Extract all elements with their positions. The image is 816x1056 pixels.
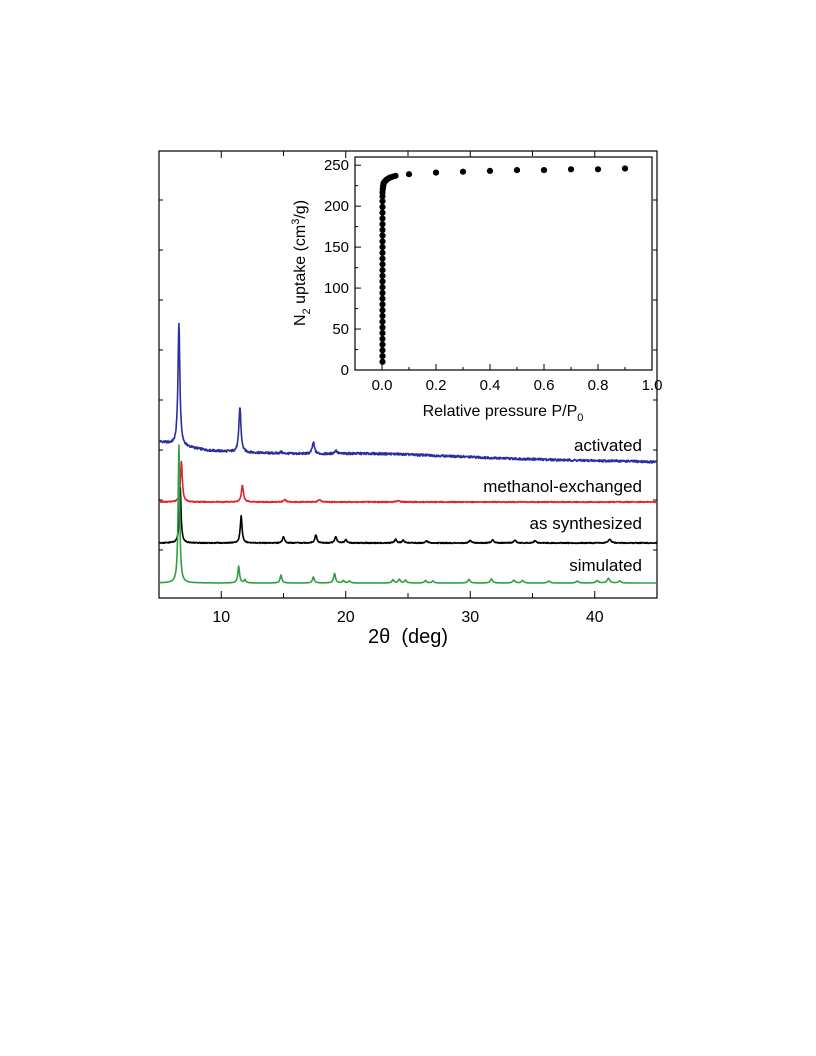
isotherm-point — [392, 172, 399, 179]
series-label-as-synthesized: as synthesized — [530, 514, 642, 533]
isotherm-point — [379, 267, 386, 274]
isotherm-point — [379, 324, 386, 331]
isotherm-point — [567, 166, 575, 173]
isotherm-point — [379, 289, 386, 297]
isotherm-point — [486, 167, 494, 174]
isotherm-point — [379, 278, 386, 285]
isotherm-point — [432, 169, 440, 176]
isotherm-axes: 0.0 0.2 0.4 0.6 0.8 1.0 0 50 100 150 200 250 — [324, 157, 662, 394]
xrd-axes: 10 20 30 40 — [158, 151, 658, 626]
isotherm-point — [405, 171, 413, 178]
inset-y-axis-label: N2 uptake (cm3/g) — [290, 200, 313, 326]
isotherm-point — [379, 330, 386, 337]
isotherm-point — [513, 167, 521, 174]
isotherm-point — [379, 255, 386, 262]
isotherm-point — [379, 261, 386, 268]
inset-x-tick-label: 0.4 — [480, 377, 501, 394]
isotherm-point — [379, 198, 386, 205]
isotherm-point — [379, 238, 386, 245]
inset-y-tick-label: 200 — [324, 198, 349, 215]
isotherm-point — [459, 168, 467, 175]
isotherm-point — [379, 215, 386, 222]
isotherm-point — [379, 272, 386, 279]
isotherm-point — [540, 167, 548, 174]
x-tick-label: 10 — [212, 609, 230, 626]
inset-x-tick-label: 0.8 — [588, 377, 609, 394]
inset-x-tick-label: 0.2 — [426, 377, 447, 394]
inset-plot-frame — [354, 156, 653, 371]
isotherm-point — [379, 335, 386, 342]
isotherm-point — [379, 209, 386, 216]
inset-y-tick-label: 0 — [341, 362, 349, 379]
xrd-traces — [158, 322, 658, 584]
isotherm-point — [379, 312, 386, 319]
x-tick-label: 40 — [586, 609, 604, 626]
main-x-axis-label: 2θ (deg) — [368, 626, 448, 648]
isotherm-point — [379, 295, 386, 302]
xrd-trace-simulated — [158, 444, 658, 584]
x-tick-label: 20 — [337, 609, 355, 626]
inset-y-axis-label-superscript: 3 — [290, 219, 302, 225]
isotherm-point — [379, 244, 386, 251]
x-tick-label: 30 — [461, 609, 479, 626]
inset-x-tick-label: 0.0 — [372, 377, 393, 394]
isotherm-point — [379, 203, 386, 211]
series-label-activated: activated — [574, 436, 642, 455]
isotherm-point — [379, 307, 386, 314]
inset-x-axis-label: Relative pressure P/P0 — [423, 403, 584, 424]
isotherm-point — [379, 318, 386, 325]
inset-x-tick-label: 0.6 — [534, 377, 555, 394]
series-label-methanol-exchanged: methanol-exchanged — [483, 477, 642, 496]
isotherm-point — [379, 341, 386, 348]
inset-y-tick-label: 150 — [324, 239, 349, 256]
inset-y-tick-label: 100 — [324, 280, 349, 297]
isotherm-point — [379, 232, 386, 239]
inset-y-tick-label: 250 — [324, 157, 349, 174]
inset-y-tick-label: 50 — [332, 321, 349, 338]
inset-y-axis-label-subscript: 2 — [301, 308, 313, 314]
isotherm-point — [379, 226, 386, 233]
xrd-trace-as-synthesized — [158, 486, 658, 545]
xrd-trace-activated — [158, 322, 658, 464]
isotherm-points — [379, 165, 629, 365]
isotherm-point — [379, 358, 386, 365]
inset-plot-background — [355, 157, 652, 370]
isotherm-point — [621, 165, 629, 172]
isotherm-point — [379, 284, 386, 291]
isotherm-point — [379, 301, 386, 308]
isotherm-point — [379, 353, 386, 360]
inset-x-tick-label: 1.0 — [642, 377, 663, 394]
inset-x-axis-label-subscript: 0 — [577, 412, 583, 424]
isotherm-point — [379, 249, 386, 256]
xrd-trace-methanol-exchanged — [158, 460, 658, 504]
isotherm-point — [594, 166, 602, 173]
series-label-simulated: simulated — [569, 556, 642, 575]
isotherm-point — [379, 221, 386, 228]
isotherm-point — [379, 347, 386, 354]
